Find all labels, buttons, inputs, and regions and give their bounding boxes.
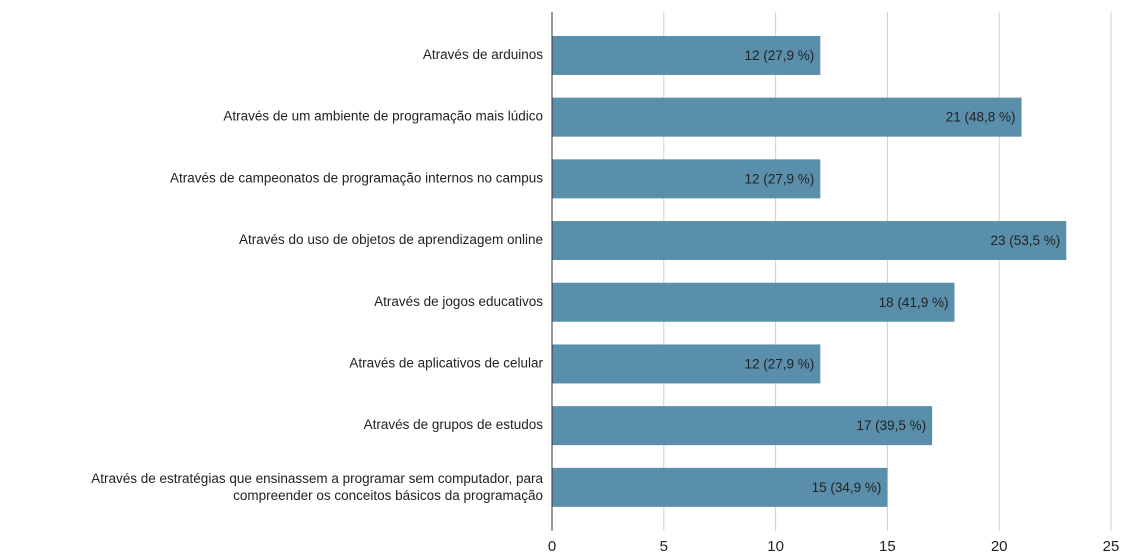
value-label: 23 (53,5 %) xyxy=(990,233,1060,248)
y-tick-label: Através de um ambiente de programação ma… xyxy=(223,109,543,124)
y-tick-label: Através de arduinos xyxy=(423,47,543,62)
x-tick-label: 20 xyxy=(991,538,1008,553)
bar xyxy=(552,282,955,322)
bars xyxy=(552,35,1067,507)
value-label: 15 (34,9 %) xyxy=(812,480,882,495)
bar xyxy=(552,35,821,75)
value-label: 17 (39,5 %) xyxy=(856,418,926,433)
y-tick-label: Através de aplicativos de celular xyxy=(349,356,543,371)
x-tick-label: 0 xyxy=(548,538,556,553)
value-label: 12 (27,9 %) xyxy=(745,48,815,63)
y-tick-label: Através do uso de objetos de aprendizage… xyxy=(239,232,543,247)
grid xyxy=(663,12,1112,531)
bar xyxy=(552,406,933,446)
x-tick-label: 10 xyxy=(767,538,784,553)
value-label: 12 (27,9 %) xyxy=(745,357,815,372)
bar xyxy=(552,467,888,507)
bar xyxy=(552,159,821,199)
labels: 0 5 10 15 20 25 Através de arduinos 12 (27,9 %)… xyxy=(91,47,1120,555)
x-tick-label: 25 xyxy=(1103,538,1120,553)
y-tick-label: Através de campeonatos de programação in… xyxy=(170,170,543,185)
bar xyxy=(552,344,821,384)
value-label: 18 (41,9 %) xyxy=(879,295,949,310)
bar xyxy=(552,221,1067,261)
x-tick-label: 5 xyxy=(660,538,668,553)
value-label: 12 (27,9 %) xyxy=(745,171,815,186)
y-tick-label: Através de grupos de estudos xyxy=(364,417,544,432)
y-tick-label: Através de estratégias que ensinassem a … xyxy=(91,470,543,502)
y-tick-label: Através de jogos educativos xyxy=(374,294,543,309)
x-tick-label: 15 xyxy=(879,538,896,553)
bar xyxy=(552,97,1022,137)
value-label: 21 (48,8 %) xyxy=(946,110,1016,125)
